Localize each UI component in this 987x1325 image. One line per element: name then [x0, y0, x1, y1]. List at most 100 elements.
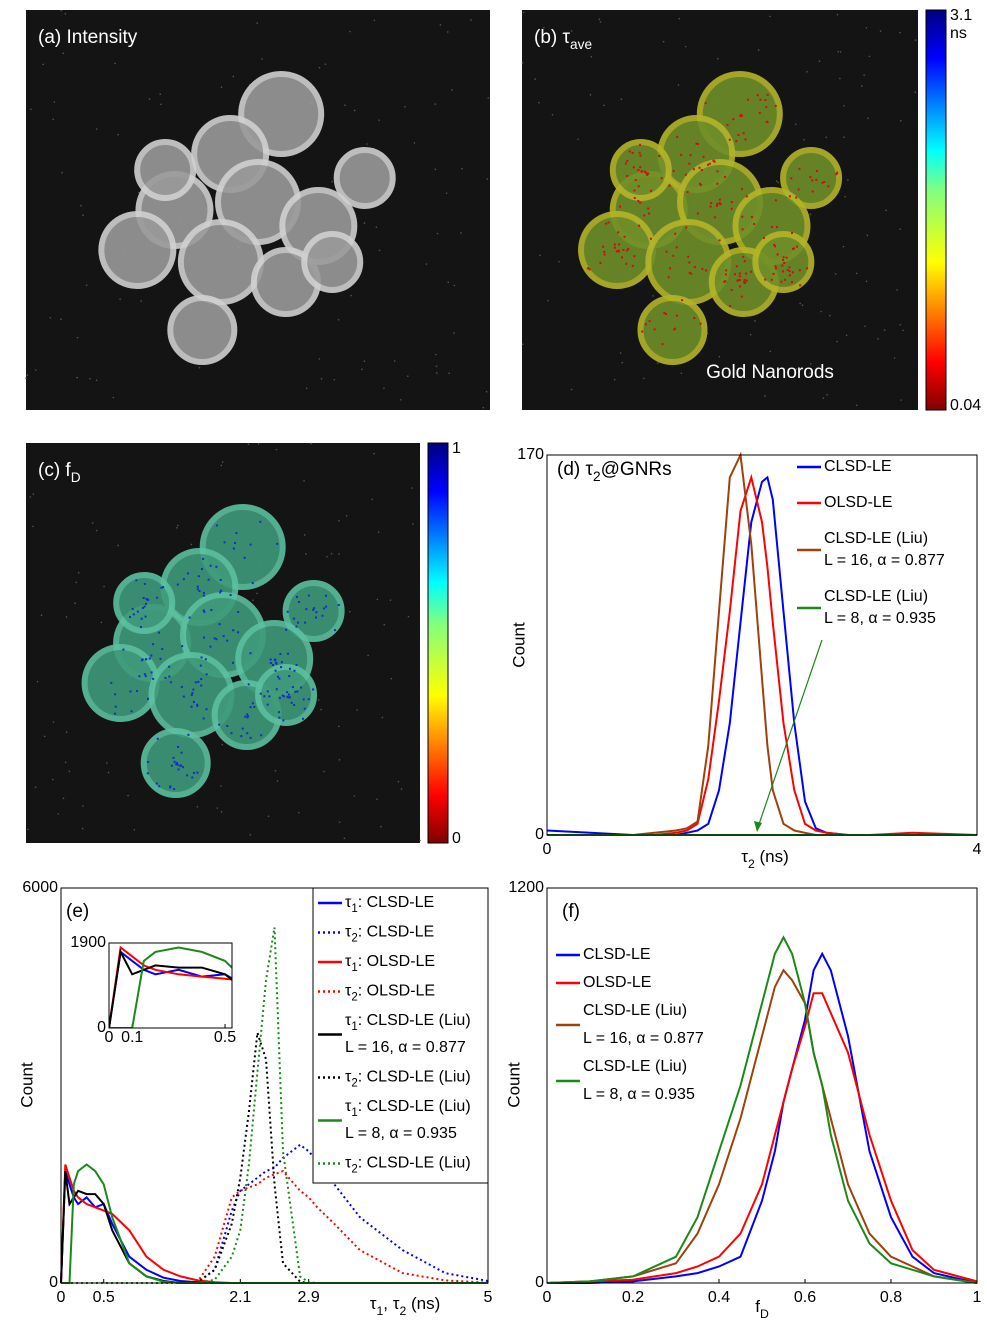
speckle: [777, 181, 779, 184]
nanorod-dot: [219, 591, 222, 594]
x-tick-label: 2.9: [298, 1289, 320, 1306]
panel-title-sub: D: [71, 470, 81, 485]
nanorod-dot: [287, 696, 290, 699]
nanorod-dot: [823, 181, 826, 184]
nanorod-dot: [205, 673, 208, 676]
legend-label: OLSD-LE: [583, 974, 651, 991]
legend-label-part: : CLSD-LE: [358, 894, 434, 911]
legend-label-sub: 1: [351, 962, 357, 974]
nanorod-dot: [809, 176, 812, 179]
chart-title: (e): [66, 901, 89, 922]
speckle: [363, 360, 366, 362]
speckle: [127, 794, 129, 797]
speckle: [65, 731, 68, 734]
nanorod-dot: [764, 278, 767, 281]
nanorod-dot: [297, 621, 300, 624]
nanorod-dot: [132, 613, 135, 616]
speckle: [96, 40, 99, 42]
nanorod-dot: [156, 596, 159, 599]
nanorod-dot: [219, 578, 222, 581]
nanorod-dot: [181, 766, 184, 769]
speckle: [534, 78, 536, 80]
image-panel: (c) fD 1 0: [26, 440, 461, 847]
speckle: [338, 759, 341, 761]
nanorod-dot: [176, 583, 179, 586]
speckle: [76, 376, 78, 379]
x-tick-label: 4: [973, 841, 982, 858]
nanorod-dot: [790, 281, 793, 284]
speckle: [558, 260, 560, 263]
nanorod-dot: [723, 175, 726, 178]
speckle: [190, 543, 193, 546]
x-axis-label-sub: 2: [748, 857, 755, 871]
nanorod-dot: [244, 715, 247, 718]
nanorod-dot: [771, 225, 774, 228]
nanorod-dot: [232, 547, 235, 550]
pointer-arrow-head: [754, 821, 762, 832]
legend-label: τ1: OLSD-LE: [345, 953, 435, 974]
nanorod-dot: [806, 267, 809, 270]
nanorod-dot: [716, 203, 719, 206]
x-tick-label: 0.2: [622, 1289, 644, 1306]
legend-label-sub: 1: [351, 1107, 357, 1119]
nanorod-dot: [114, 693, 117, 696]
speckle: [297, 811, 300, 814]
nanorod-dot: [278, 716, 281, 719]
speckle: [148, 98, 151, 100]
speckle: [847, 179, 849, 181]
speckle: [26, 374, 29, 376]
speckle: [57, 813, 60, 815]
nanorod-dot: [129, 615, 132, 618]
speckle: [366, 143, 368, 145]
x-tick-label: 0.5: [93, 1289, 115, 1306]
image-panel: (b) τave 3.1 0.04 ns Gold Nanorods: [521, 7, 981, 414]
speckle: [376, 798, 378, 801]
nanorod-dot: [669, 267, 672, 270]
nanorod-dot: [835, 173, 838, 176]
nanorod-dot: [735, 265, 738, 268]
nanorod-dot: [730, 289, 733, 292]
speckle: [598, 18, 601, 21]
speckle: [900, 120, 902, 122]
speckle: [82, 214, 84, 217]
speckle: [399, 398, 402, 401]
speckle: [836, 13, 839, 16]
nanorod-dot: [638, 151, 641, 154]
speckle: [589, 94, 592, 96]
nanorod-dot: [269, 658, 272, 661]
speckle: [879, 30, 882, 32]
nanorod-dot: [762, 236, 765, 239]
nanorod-dot: [307, 698, 310, 701]
nanorod-dot: [207, 578, 210, 581]
speckle: [829, 314, 831, 317]
speckle: [684, 45, 687, 48]
nanorod-dot: [263, 695, 266, 698]
nanorod-dot: [753, 223, 756, 226]
nanorod-dot: [797, 188, 800, 191]
nanorod-dot: [155, 782, 158, 785]
speckle: [678, 17, 681, 20]
nanorod-dot: [286, 691, 289, 694]
speckle: [373, 452, 375, 455]
y-tick-label: 170: [517, 446, 544, 463]
nanorod-dot: [704, 102, 707, 105]
speckle: [138, 191, 140, 194]
nanorod-dot: [291, 686, 294, 689]
nanorod-dot: [325, 594, 328, 597]
axes-frame: [546, 454, 978, 836]
nanorod-dot: [209, 645, 212, 648]
nanorod-dot: [758, 111, 761, 114]
legend-label: CLSD-LE (Liu): [824, 588, 928, 605]
nanorod-dot: [638, 224, 641, 227]
nanorod-dot: [633, 196, 636, 199]
nanorod-dot: [617, 231, 620, 234]
nanorod-dot: [739, 285, 742, 288]
speckle: [81, 827, 84, 830]
speckle: [117, 133, 119, 136]
speckle: [775, 180, 778, 182]
speckle: [376, 598, 379, 601]
nanorod-dot: [188, 616, 191, 619]
speckle: [95, 128, 98, 130]
nanorod-dot: [285, 628, 288, 631]
nanorod-dot: [135, 579, 138, 582]
